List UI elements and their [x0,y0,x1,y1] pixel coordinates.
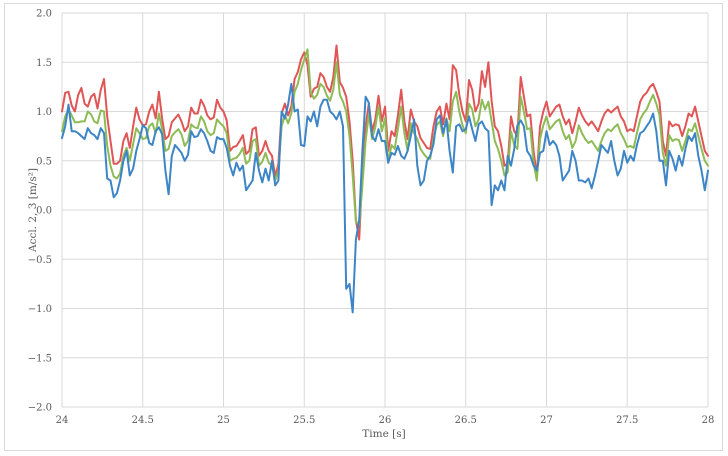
y-tick-label: 0.0 [36,206,52,217]
y-tick-label: −1.0 [28,304,52,315]
series-line-1 [61,44,709,241]
x-tick-label: 27.5 [616,415,638,426]
x-axis-title: Time [s] [362,428,405,440]
x-tick-label: 24 [56,415,69,426]
x-tick-label: 25 [217,415,230,426]
x-tick-label: 24.5 [132,415,154,426]
y-tick-label: 2.0 [36,9,52,20]
y-tick-label: 0.5 [36,156,52,167]
series-group [61,44,709,314]
y-tick-label: −1.5 [28,353,52,364]
y-tick-label: 1.5 [36,58,52,69]
x-tick-label: 27 [540,415,553,426]
series-line-2 [61,48,709,226]
x-tick-labels: 24 24.5 25 25.5 26 26.5 27 27.5 28 [56,415,715,426]
y-axis-title: Accl. 2, 3 [m/s²] [27,168,39,253]
gridlines [61,12,709,408]
x-tick-label: 26 [379,415,392,426]
x-tick-label: 25.5 [293,415,315,426]
y-tick-labels: 2.0 1.5 1.0 0.5 0.0 −0.5 −1.0 −1.5 −2.0 [28,9,52,414]
y-tick-label: 1.0 [36,107,52,118]
chart-frame [4,3,723,451]
y-tick-label: −0.5 [28,255,52,266]
series-line-3 [61,82,709,314]
x-tick-label: 26.5 [455,415,477,426]
x-tick-label: 28 [702,415,715,426]
y-tick-label: −2.0 [28,403,52,414]
